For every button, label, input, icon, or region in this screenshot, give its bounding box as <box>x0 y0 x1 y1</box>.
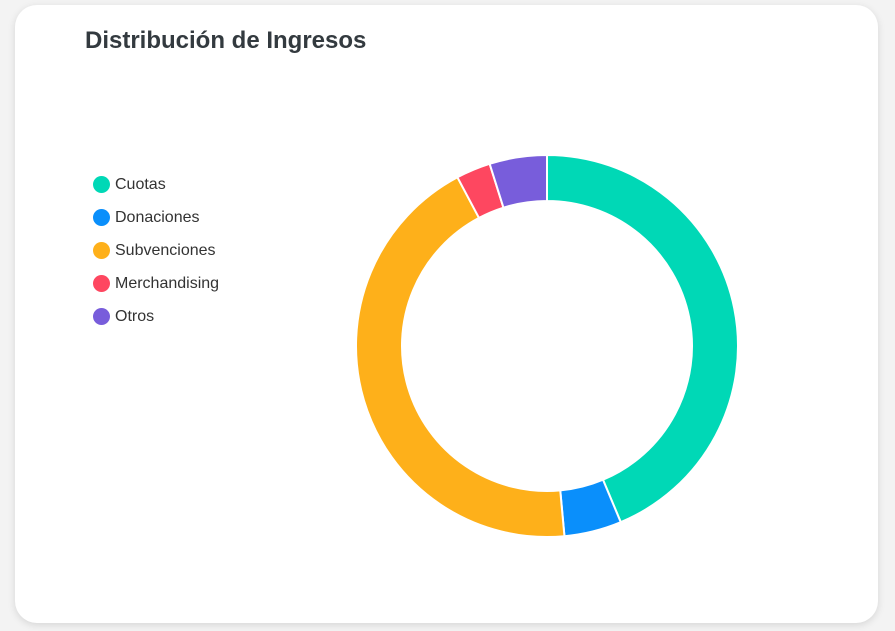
legend-item[interactable]: Subvenciones <box>93 234 219 267</box>
legend-label: Subvenciones <box>115 241 216 259</box>
legend-marker <box>93 242 110 259</box>
legend-marker <box>93 209 110 226</box>
chart-title: Distribución de Ingresos <box>85 27 367 54</box>
legend: Cuotas Donaciones Subvenciones Merchandisin… <box>93 168 219 333</box>
legend-label: Otros <box>115 307 155 325</box>
legend-marker <box>93 275 110 292</box>
slice-otros[interactable] <box>488 153 548 209</box>
legend-item[interactable]: Cuotas <box>93 168 219 201</box>
legend-label: Donaciones <box>115 208 200 226</box>
legend-item[interactable]: Otros <box>93 300 219 333</box>
slice-subvenciones[interactable] <box>355 175 566 538</box>
legend-label: Cuotas <box>115 175 166 193</box>
legend-item[interactable]: Donaciones <box>93 201 219 234</box>
slice-cuotas[interactable] <box>546 153 739 524</box>
legend-marker <box>93 176 110 193</box>
legend-marker <box>93 308 110 325</box>
legend-item[interactable]: Merchandising <box>93 267 219 300</box>
legend-label: Merchandising <box>115 274 220 292</box>
